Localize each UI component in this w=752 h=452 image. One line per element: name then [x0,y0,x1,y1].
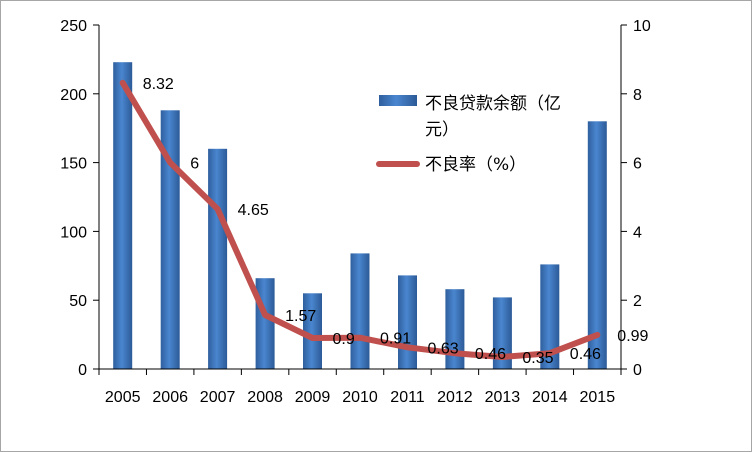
data-label-2009: 0.9 [333,331,355,348]
y-right-tick-label: 10 [633,18,651,35]
data-label-2005: 8.32 [143,76,174,93]
bar-2014 [540,264,560,369]
y-left-tick-label: 0 [78,362,87,379]
data-label-2011: 0.63 [428,340,459,357]
legend: 不良贷款余额（亿元） 不良率（%） [376,94,561,175]
data-label-2015: 0.99 [617,328,648,345]
bar-2009 [303,293,322,369]
bar-2011 [398,275,417,369]
data-label-2012: 0.46 [475,346,506,363]
x-tick-label-2011: 2011 [390,389,425,406]
bar-2005 [113,62,133,369]
x-tick-label-2006: 2006 [152,389,188,406]
bar-2013 [492,297,512,369]
bar-2015 [587,121,607,369]
legend-label-bar: 不良贷款余额（亿元） [425,94,561,140]
y-left-tick-label: 150 [60,156,87,173]
x-tick-label-2015: 2015 [580,389,616,406]
data-label-2008: 1.57 [285,308,316,325]
legend-label-line: 不良率（%） [425,155,526,175]
x-tick-label-2005: 2005 [105,389,141,406]
x-tick-label-2013: 2013 [485,389,521,406]
y-left-tick-label: 200 [60,87,87,104]
x-tick-label-2009: 2009 [295,389,331,406]
data-label-2010: 0.91 [380,331,411,348]
y-right-tick-label: 6 [633,156,642,173]
data-label-2013: 0.35 [522,350,553,367]
data-label-2007: 4.65 [238,202,269,219]
legend-label-bar-line1: 不良贷款余额（亿 [425,94,561,114]
line-series-npl-ratio [119,79,601,360]
line-layer [119,79,601,360]
x-tick-label-2014: 2014 [532,389,568,406]
y-left-tick-label: 250 [60,18,87,35]
labels-layer: 8.32 6 4.65 1.57 0.9 0.91 0.63 0.46 0.35 0.46 0.99 [143,76,649,367]
axes-layer: 0 50 100 150 200 250 0 2 4 6 8 10 2005 2006 2007 2008 20… [60,18,651,406]
bar-2012 [445,289,465,369]
y-left-tick-label: 50 [69,293,87,310]
y-right-tick-label: 2 [633,293,642,310]
data-label-2006: 6 [190,156,199,173]
bar-2010 [350,253,370,369]
x-tick-label-2012: 2012 [437,389,473,406]
x-tick-label-2007: 2007 [200,389,236,406]
bar-2007 [208,148,228,369]
bar-2006 [160,110,180,370]
y-right-tick-label: 0 [633,362,642,379]
y-right-tick-label: 4 [633,224,642,241]
bar-2008 [255,278,275,369]
legend-swatch-bar [379,95,417,106]
legend-label-bar-line2: 元） [425,120,459,140]
x-tick-label-2008: 2008 [247,389,283,406]
y-right-tick-label: 8 [633,87,642,104]
data-label-2014: 0.46 [570,346,601,363]
y-left-tick-label: 100 [60,224,87,241]
x-tick-label-2010: 2010 [342,389,378,406]
